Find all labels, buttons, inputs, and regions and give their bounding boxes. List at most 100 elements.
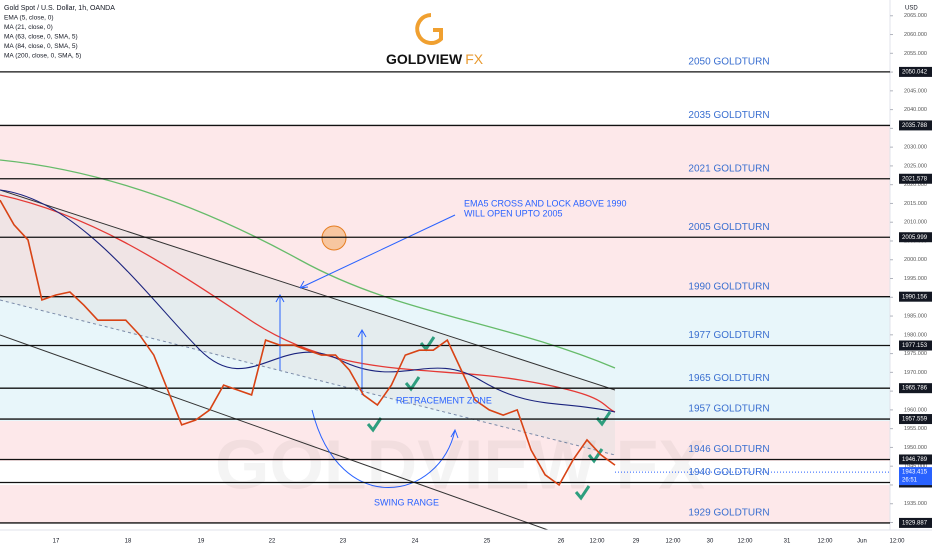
currency: USD bbox=[905, 6, 918, 12]
x-tick-label: 29 bbox=[633, 539, 640, 545]
level-badge-label: 2035.788 bbox=[902, 123, 928, 129]
level-badge bbox=[899, 66, 932, 77]
y-tick-label: 2065.000 bbox=[904, 13, 927, 19]
level-badge bbox=[899, 173, 932, 184]
logo-icon bbox=[415, 13, 443, 45]
x-tick-label: 19 bbox=[198, 539, 205, 545]
y-tick-label: 2000.000 bbox=[904, 257, 927, 263]
current-price-badge bbox=[899, 467, 932, 486]
x-tick-label: 26 bbox=[558, 539, 565, 545]
level-badge-label: 2050.042 bbox=[902, 69, 928, 75]
watermark: GOLDVIEW FX bbox=[215, 425, 705, 503]
y-tick-label: 2060.000 bbox=[904, 32, 927, 38]
level-name: 2005 GOLDTURN bbox=[688, 222, 769, 233]
level-badge bbox=[899, 414, 932, 425]
y-tick-label: 1980.000 bbox=[904, 332, 927, 338]
logo-name: GOLDVIEW bbox=[386, 51, 463, 67]
channel-line bbox=[0, 189, 616, 391]
y-tick-label: 1950.000 bbox=[904, 445, 927, 451]
y-tick-label: 1975.000 bbox=[904, 351, 927, 357]
annotation: RETRACEMENT ZONE bbox=[396, 395, 492, 405]
legend-item: MA (21, close, 0) bbox=[4, 24, 53, 31]
level-badge-label: 2005.999 bbox=[902, 235, 928, 241]
level-badge bbox=[899, 120, 932, 131]
annotation: WILL OPEN UPTO 2005 bbox=[464, 208, 563, 218]
level-name: 2021 GOLDTURN bbox=[688, 163, 769, 174]
channel-line bbox=[0, 334, 549, 531]
y-tick-label: 2025.000 bbox=[904, 163, 927, 169]
countdown: 26:51 bbox=[902, 478, 918, 484]
level-name: 1965 GOLDTURN bbox=[688, 373, 769, 384]
x-tick-label: 30 bbox=[707, 539, 714, 545]
x-tick-label: 18 bbox=[125, 539, 132, 545]
x-tick-label: 24 bbox=[412, 539, 419, 545]
ma-200 bbox=[0, 159, 616, 369]
arrow-head bbox=[299, 280, 309, 289]
x-tick-label: 22 bbox=[269, 539, 276, 545]
y-tick-label: 2020.000 bbox=[904, 182, 927, 188]
x-tick-label: 12:00 bbox=[817, 539, 833, 545]
y-tick-label: 1985.000 bbox=[904, 314, 927, 320]
level-badge-label: 1946.789 bbox=[902, 457, 928, 463]
level-name: 2035 GOLDTURN bbox=[688, 110, 769, 121]
logo-suffix: FX bbox=[465, 51, 484, 67]
chart-title: Gold Spot / U.S. Dollar, 1h, OANDA bbox=[4, 5, 115, 12]
level-badge bbox=[899, 517, 932, 528]
y-tick-label: 1995.000 bbox=[904, 276, 927, 282]
level-badge bbox=[899, 340, 932, 351]
arrow bbox=[299, 214, 456, 289]
legend: EMA (5, close, 0) MA (21, close, 0) MA (63… bbox=[4, 15, 81, 60]
legend-item: MA (200, close, 0, SMA, 5) bbox=[4, 53, 81, 60]
channel-mid bbox=[0, 299, 616, 456]
level-name: 1929 GOLDTURN bbox=[688, 508, 769, 519]
y-tick-label: 1970.000 bbox=[904, 370, 927, 376]
level-name: 1946 GOLDTURN bbox=[688, 444, 769, 455]
level-name: 1990 GOLDTURN bbox=[688, 281, 769, 292]
x-tick-label: 12:00 bbox=[889, 539, 905, 545]
level-badge-label: 1977.153 bbox=[902, 343, 928, 349]
y-tick-label: 2055.000 bbox=[904, 51, 927, 57]
x-tick-label: 12:00 bbox=[665, 539, 681, 545]
x-tick-label: 12:00 bbox=[737, 539, 753, 545]
x-tick-label: 17 bbox=[53, 539, 60, 545]
y-tick-label: 1960.000 bbox=[904, 407, 927, 413]
arrow bbox=[275, 293, 285, 370]
arrow bbox=[357, 328, 367, 395]
level-name: 1957 GOLDTURN bbox=[688, 404, 769, 415]
zone-pink bbox=[0, 125, 890, 297]
y-tick-label: 1945.000 bbox=[904, 464, 927, 470]
y-tick-label: 2040.000 bbox=[904, 107, 927, 113]
logo: GOLDVIEW FX bbox=[386, 51, 484, 67]
annotation: SWING RANGE bbox=[374, 497, 439, 507]
y-tick-label: 2030.000 bbox=[904, 145, 927, 151]
x-tick-label: 12:00 bbox=[589, 539, 605, 545]
annotation: EMA5 CROSS AND LOCK ABOVE 1990 bbox=[464, 198, 627, 208]
y-tick-label: 2045.000 bbox=[904, 88, 927, 94]
y-tick-label: 1935.000 bbox=[904, 501, 927, 507]
marker-circle bbox=[321, 225, 347, 251]
legend-item: EMA (5, close, 0) bbox=[4, 15, 54, 22]
zone-blue bbox=[0, 297, 890, 421]
ma-63 bbox=[0, 189, 616, 413]
level-badge-label: 1965.786 bbox=[902, 386, 928, 392]
level-name: 1977 GOLDTURN bbox=[688, 330, 769, 341]
level-badge-label: 1957.559 bbox=[902, 417, 928, 423]
legend-item: MA (84, close, 0, SMA, 5) bbox=[4, 43, 78, 50]
y-tick-label: 1955.000 bbox=[904, 426, 927, 432]
y-tick-label: 2015.000 bbox=[904, 201, 927, 207]
x-tick-label: 31 bbox=[784, 539, 791, 545]
x-tick-label: 23 bbox=[340, 539, 347, 545]
current-price-label: 1943.415 bbox=[902, 470, 928, 476]
level-name: 2050 GOLDTURN bbox=[688, 57, 769, 68]
x-tick-label: 25 bbox=[484, 539, 491, 545]
level-badge bbox=[899, 454, 932, 465]
swing-arrow bbox=[311, 409, 459, 488]
y-tick-label: 2010.000 bbox=[904, 220, 927, 226]
level-badge bbox=[899, 291, 932, 302]
legend-item: MA (63, close, 0, SMA, 5) bbox=[4, 34, 78, 41]
level-badge-label: 1929.887 bbox=[902, 520, 928, 526]
x-tick-label: Jun bbox=[857, 539, 867, 545]
price-line bbox=[0, 199, 616, 487]
zone-pink bbox=[0, 485, 890, 523]
